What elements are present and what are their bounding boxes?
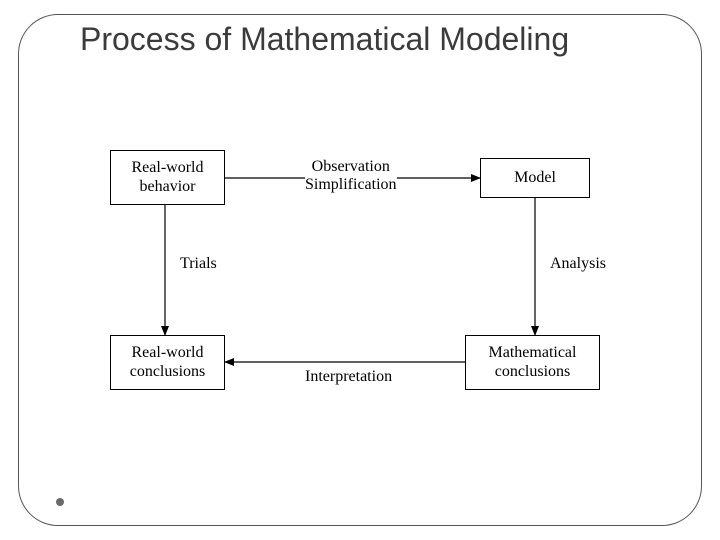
edge-label-1: Analysis	[550, 255, 606, 273]
edge-label-3: Trials	[180, 255, 217, 273]
node-real-world-conclusions: Real-worldconclusions	[110, 335, 225, 390]
edge-label-2: Interpretation	[305, 368, 392, 386]
node-math-conclusions: Mathematicalconclusions	[465, 335, 600, 390]
modeling-flowchart: Real-worldbehavior Model Real-worldconclus…	[110, 140, 630, 420]
bullet-icon	[56, 498, 64, 506]
slide-title: Process of Mathematical Modeling	[80, 20, 600, 58]
node-real-world-behavior: Real-worldbehavior	[110, 150, 225, 205]
edge-label-0: ObservationSimplification	[305, 158, 397, 195]
node-model: Model	[480, 158, 590, 198]
slide-frame: Process of Mathematical Modeling Real-wo…	[0, 0, 720, 540]
